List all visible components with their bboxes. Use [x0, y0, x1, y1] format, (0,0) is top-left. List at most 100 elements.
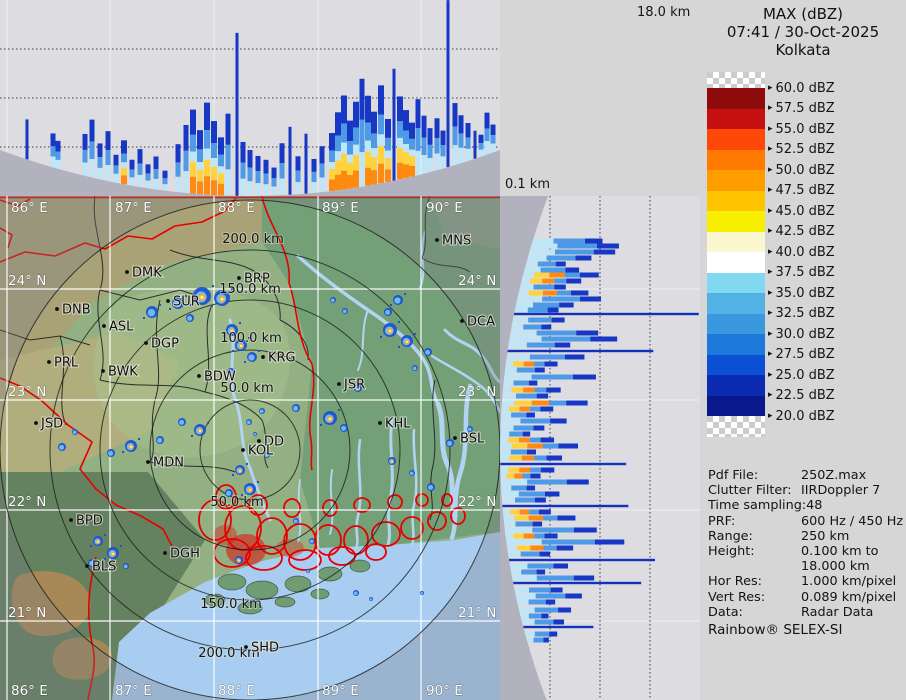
city-marker-dnb: DNB: [55, 302, 92, 319]
delta-warning-contours: [198, 484, 466, 571]
vertical-profile-side-panel: [500, 196, 706, 700]
dbz-scale-label: ▸ 60.0 dBZ: [768, 80, 835, 96]
scale-tick-icon: ▸: [768, 267, 773, 277]
city-label: BDW: [204, 370, 236, 385]
longitude-label: 87° E: [115, 200, 152, 216]
meta-row: PRF: 600 Hz / 450 Hz: [708, 513, 904, 529]
city-marker-bsl: BSL: [453, 431, 486, 448]
latitude-label: 21° N: [8, 605, 46, 621]
sea-area: [112, 532, 500, 700]
ring-distance-label: 100.0 km: [220, 331, 282, 346]
yz-profile-chart: [500, 196, 706, 700]
scale-tick-icon: ▸: [768, 123, 773, 134]
meta-row: Height: 0.100 km to: [708, 544, 879, 560]
colorbar-band: [707, 149, 765, 170]
scale-tick-icon: ▸: [768, 185, 773, 195]
city-marker-dmk: DMK: [125, 265, 163, 282]
dbz-scale-label: ▸ 27.5 dBZ: [768, 347, 835, 362]
city-marker-jsr: JSR: [337, 377, 366, 394]
dbz-scale-label: ▸ 32.5 dBZ: [768, 306, 835, 321]
city-marker-khl: KHL: [378, 416, 412, 433]
range-rings: [0, 199, 500, 700]
city-label: DNB: [62, 303, 91, 318]
legend-panel: MAX (dBZ) 07:41 / 30-Oct-2025 Kolkata ▸ 6…: [700, 0, 906, 700]
scale-tick-icon: ▸: [768, 226, 773, 236]
ring-distance-label: 200.0 km: [198, 646, 260, 661]
city-label: BPD: [76, 514, 103, 529]
dbz-scale-label: ▸ 20.0 dBZ: [768, 408, 835, 424]
colorbar-band: [707, 190, 765, 211]
dbz-scale-label: ▸ 25.0 dBZ: [768, 367, 835, 383]
meta-row: Pdf File: 250Z.max: [708, 468, 867, 483]
city-label: PRL: [54, 356, 79, 371]
city-marker-dgp: DGP: [144, 336, 180, 353]
dbz-scale-label: ▸ 35.0 dBZ: [768, 285, 835, 301]
meta-row: Clutter Filter: IIRDoppler 7: [708, 483, 881, 499]
city-marker-asl: ASL: [102, 319, 135, 336]
meta-row: Data: Radar Data: [708, 604, 874, 620]
height-max-label: 18.0 km: [637, 5, 691, 20]
product-title: MAX (dBZ): [762, 5, 844, 23]
latlon-labels: 86° E 86° E 87° E 87° E 88° E 88° E 89° E 89° E…: [8, 200, 497, 700]
city-marker-mdn: MDN: [146, 455, 185, 472]
scale-tick-icon: ▸: [768, 410, 773, 421]
colorbar-band: [707, 354, 765, 375]
scale-tick-icon: ▸: [768, 328, 773, 339]
scale-tick-icon: ▸: [768, 103, 773, 113]
scale-tick-icon: ▸: [768, 164, 773, 175]
legend-title: MAX (dBZ) 07:41 / 30-Oct-2025 Kolkata: [700, 5, 906, 59]
latitude-label: 23° N: [458, 384, 496, 400]
product-timestamp: 07:41 / 30-Oct-2025: [726, 23, 880, 41]
city-label: KHL: [385, 417, 411, 432]
city-label: BWK: [108, 365, 138, 380]
city-label: JSR: [343, 378, 365, 393]
product-metadata: Pdf File: 250Z.max Clutter Filter: IIRDoppl…: [708, 468, 904, 620]
longitude-label: 89° E: [322, 200, 359, 216]
terrain-layer: [0, 196, 500, 700]
meta-row: Time sampling:48: [708, 498, 823, 514]
delta-islands: [204, 559, 371, 615]
longitude-label: 86° E: [11, 683, 48, 699]
ring-distance-label: 150.0 km: [219, 282, 281, 297]
latitude-label: 24° N: [458, 273, 496, 289]
city-label: BRP: [244, 272, 270, 287]
city-label: KOL: [248, 444, 274, 459]
colorbar-band: [707, 416, 765, 437]
dbz-scale-label: ▸ 57.5 dBZ: [768, 101, 835, 116]
vertical-profile-top-panel: [0, 0, 500, 196]
latitude-label: 22° N: [8, 494, 46, 510]
radar-echo-cells: [58, 285, 473, 601]
colorbar-band: [707, 231, 765, 252]
scale-tick-icon: ▸: [768, 82, 773, 93]
city-marker-sur: SUR: [166, 294, 201, 311]
city-marker-bpd: BPD: [69, 513, 104, 530]
city-label: MDN: [153, 456, 184, 471]
colorbar-band: [707, 272, 765, 293]
ring-distance-label: 200.0 km: [222, 232, 284, 247]
outside-range-overlay: [0, 196, 500, 700]
dbz-colorbar: [707, 72, 765, 437]
dbz-scale-label: ▸ 30.0 dBZ: [768, 326, 835, 342]
state-borders: [0, 196, 500, 700]
longitude-label: 87° E: [115, 683, 152, 699]
city-marker-shd: SHD: [244, 640, 280, 657]
xz-profile-chart: [0, 0, 500, 196]
city-marker-krg: KRG: [261, 350, 297, 367]
longitude-label: 86° E: [11, 200, 48, 216]
city-label: DCA: [467, 315, 495, 330]
dbz-scale-label: ▸ 22.5 dBZ: [768, 388, 835, 403]
longitude-label: 89° E: [322, 683, 359, 699]
ring-distance-labels: 200.0 km 150.0 km 100.0 km 50.0 km 50.0 km 15…: [197, 231, 285, 662]
ring-distance-label: 150.0 km: [200, 597, 262, 612]
city-marker-dgh: DGH: [163, 546, 201, 563]
scale-tick-icon: ▸: [768, 144, 773, 154]
radar-map: 200.0 km 150.0 km 100.0 km 50.0 km 50.0 km 15…: [0, 196, 500, 700]
height-min-label: 0.1 km: [505, 177, 550, 192]
longitude-label: 90° E: [426, 683, 463, 699]
city-label: KRG: [268, 351, 296, 366]
colorbar-band: [707, 293, 765, 314]
latitude-label: 23° N: [8, 384, 46, 400]
yz-echo-bars: [500, 238, 699, 643]
city-marker-bls: BLS: [85, 559, 117, 576]
